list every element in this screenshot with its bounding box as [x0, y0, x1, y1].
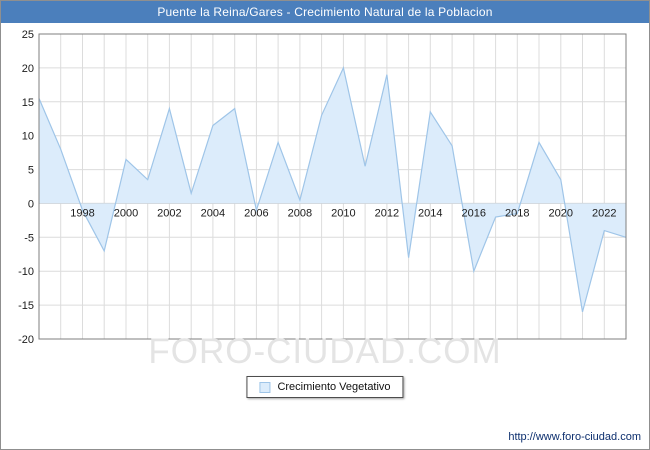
svg-text:2020: 2020 [549, 207, 573, 219]
svg-text:2006: 2006 [244, 207, 268, 219]
svg-text:2008: 2008 [288, 207, 312, 219]
chart-title-bar: Puente la Reina/Gares - Crecimiento Natu… [1, 1, 649, 23]
svg-text:25: 25 [22, 29, 34, 41]
svg-text:2010: 2010 [331, 207, 355, 219]
chart: 25 20 15 10 5 0 -5 -10 -15 -20 1998 2000 2002 2004 200… [18, 29, 627, 346]
svg-text:2012: 2012 [375, 207, 399, 219]
svg-text:2000: 2000 [114, 207, 138, 219]
svg-text:2022: 2022 [592, 207, 616, 219]
svg-text:2014: 2014 [418, 207, 442, 219]
svg-text:15: 15 [22, 97, 34, 109]
chart-title: Puente la Reina/Gares - Crecimiento Natu… [157, 5, 493, 19]
svg-text:0: 0 [28, 198, 34, 210]
footer-link[interactable]: http://www.foro-ciudad.com [508, 431, 641, 443]
svg-text:20: 20 [22, 63, 34, 75]
svg-text:-15: -15 [18, 300, 34, 312]
svg-text:2004: 2004 [201, 207, 225, 219]
svg-text:2018: 2018 [505, 207, 529, 219]
legend-swatch-icon [259, 381, 271, 393]
svg-text:-5: -5 [24, 232, 34, 244]
legend: Crecimiento Vegetativo [246, 376, 404, 398]
svg-text:10: 10 [22, 131, 34, 143]
svg-text:5: 5 [28, 165, 34, 177]
svg-text:-10: -10 [18, 266, 34, 278]
svg-text:2002: 2002 [157, 207, 181, 219]
legend-label: Crecimiento Vegetativo [277, 381, 391, 393]
svg-text:1998: 1998 [70, 207, 94, 219]
svg-text:-20: -20 [18, 334, 34, 346]
svg-text:2016: 2016 [462, 207, 486, 219]
